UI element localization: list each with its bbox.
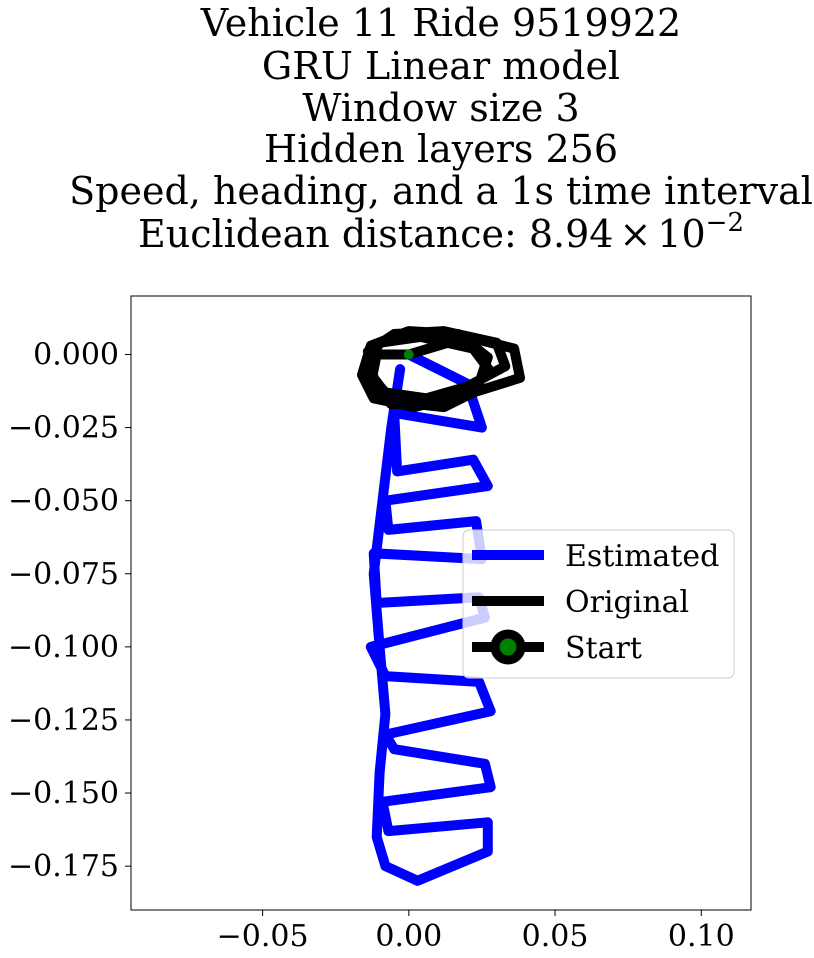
y-tick-label: −0.150 <box>8 776 119 811</box>
axes-frame <box>130 295 752 911</box>
title-line-metric: Euclidean distance: 8.94 × 10−2 <box>138 208 744 256</box>
metric-base: 10 <box>657 212 705 256</box>
title-line-hidden: Hidden layers 256 <box>264 127 618 171</box>
y-tick-label: −0.025 <box>8 411 119 446</box>
metric-mantissa: 8.94 <box>529 212 614 256</box>
chart-title: Vehicle 11 Ride 9519922 GRU Linear model… <box>69 1 813 256</box>
y-tick-label: −0.050 <box>8 484 119 519</box>
y-tick-label: 0.000 <box>33 337 119 372</box>
title-line-model: GRU Linear model <box>262 44 620 88</box>
legend-start-label: Start <box>565 631 642 666</box>
plot-area <box>130 295 752 911</box>
legend: Estimated Original Start <box>462 529 735 679</box>
x-tick-label: 0.00 <box>375 919 442 954</box>
series-line-estimated <box>365 349 496 886</box>
x-tick-label: −0.05 <box>217 919 309 954</box>
title-line-features: Speed, heading, and a 1s time interval <box>69 169 813 213</box>
y-tick-label: −0.125 <box>8 703 119 738</box>
metric-exponent: −2 <box>706 208 744 238</box>
y-axis: 0.000 −0.025 −0.050 −0.075 −0.100 −0.125 −0.15… <box>8 337 131 884</box>
title-line-vehicle: Vehicle 11 Ride 9519922 <box>200 1 681 45</box>
x-tick-label: 0.05 <box>522 919 589 954</box>
title-line-window: Window size 3 <box>302 86 579 130</box>
y-tick-label: −0.100 <box>8 630 119 665</box>
x-tick-label: 0.10 <box>668 919 735 954</box>
y-tick-label: −0.075 <box>8 557 119 592</box>
metric-prefix: Euclidean distance: <box>138 212 529 256</box>
legend-start-marker <box>490 629 526 665</box>
metric-times: × <box>619 212 651 256</box>
x-axis: −0.05 0.00 0.05 0.10 <box>217 910 735 954</box>
series-layer <box>357 326 525 886</box>
legend-estimated-label: Estimated <box>565 539 719 574</box>
y-tick-label: −0.175 <box>8 849 119 884</box>
start-point-marker <box>403 349 414 360</box>
series-line-original <box>357 326 525 413</box>
legend-box <box>462 529 735 679</box>
legend-original-label: Original <box>565 585 689 620</box>
